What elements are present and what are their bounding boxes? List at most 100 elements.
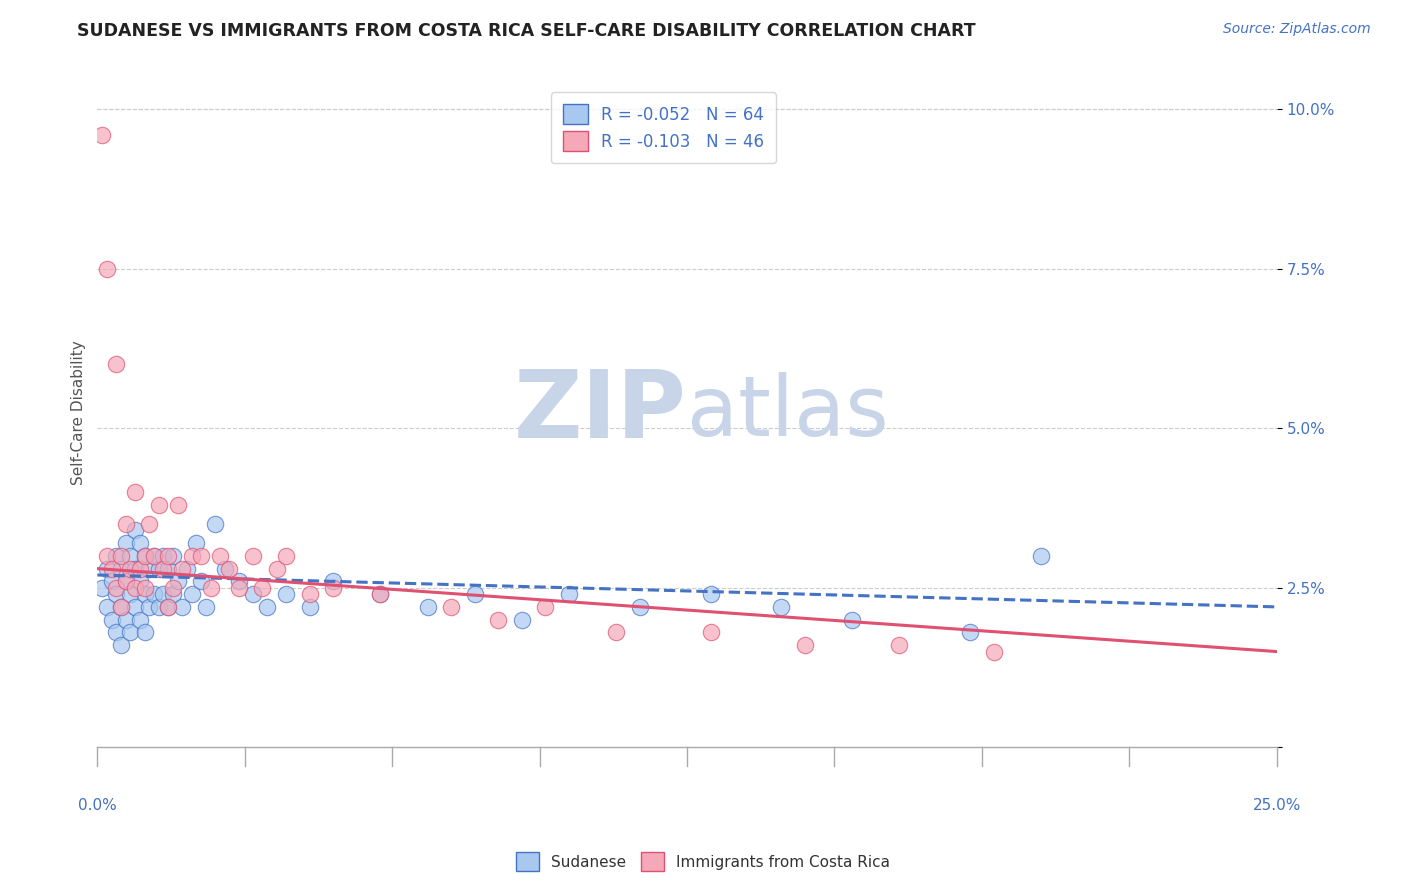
Point — [100, 613, 122, 627]
Point — [148, 498, 170, 512]
Point — [298, 599, 321, 614]
Point — [152, 561, 174, 575]
Point — [110, 638, 132, 652]
Point — [794, 638, 817, 652]
Point — [266, 561, 288, 575]
Point — [959, 625, 981, 640]
Point — [983, 644, 1005, 658]
Point — [114, 574, 136, 589]
Point — [176, 561, 198, 575]
Point — [534, 599, 557, 614]
Point — [124, 561, 146, 575]
Point — [464, 587, 486, 601]
Point — [134, 587, 156, 601]
Point — [1029, 549, 1052, 563]
Point — [148, 599, 170, 614]
Point — [228, 581, 250, 595]
Point — [157, 599, 180, 614]
Point — [143, 587, 166, 601]
Point — [114, 516, 136, 531]
Point — [699, 625, 721, 640]
Point — [134, 549, 156, 563]
Point — [162, 549, 184, 563]
Point — [124, 599, 146, 614]
Point — [157, 549, 180, 563]
Point — [162, 587, 184, 601]
Point — [208, 549, 231, 563]
Point — [100, 574, 122, 589]
Point — [124, 581, 146, 595]
Text: SUDANESE VS IMMIGRANTS FROM COSTA RICA SELF-CARE DISABILITY CORRELATION CHART: SUDANESE VS IMMIGRANTS FROM COSTA RICA S… — [77, 22, 976, 40]
Point — [510, 613, 533, 627]
Point — [128, 613, 150, 627]
Text: 25.0%: 25.0% — [1253, 798, 1301, 814]
Point — [166, 498, 188, 512]
Point — [274, 587, 297, 601]
Point — [96, 561, 118, 575]
Point — [242, 587, 264, 601]
Point — [110, 549, 132, 563]
Point — [128, 561, 150, 575]
Point — [134, 581, 156, 595]
Point — [218, 561, 240, 575]
Point — [558, 587, 581, 601]
Point — [699, 587, 721, 601]
Point — [440, 599, 463, 614]
Point — [105, 549, 128, 563]
Point — [96, 599, 118, 614]
Point — [228, 574, 250, 589]
Point — [91, 128, 114, 142]
Text: ZIP: ZIP — [515, 367, 688, 458]
Point — [190, 574, 212, 589]
Point — [128, 536, 150, 550]
Point — [298, 587, 321, 601]
Point — [114, 613, 136, 627]
Point — [138, 599, 160, 614]
Point — [605, 625, 627, 640]
Point — [105, 358, 128, 372]
Point — [180, 587, 202, 601]
Point — [120, 549, 142, 563]
Legend: R = -0.052   N = 64, R = -0.103   N = 46: R = -0.052 N = 64, R = -0.103 N = 46 — [551, 93, 776, 163]
Point — [124, 485, 146, 500]
Point — [166, 574, 188, 589]
Point — [105, 625, 128, 640]
Point — [322, 574, 344, 589]
Legend: Sudanese, Immigrants from Costa Rica: Sudanese, Immigrants from Costa Rica — [509, 847, 897, 877]
Point — [256, 599, 278, 614]
Point — [628, 599, 651, 614]
Point — [96, 261, 118, 276]
Text: 0.0%: 0.0% — [77, 798, 117, 814]
Point — [114, 536, 136, 550]
Point — [105, 587, 128, 601]
Point — [138, 561, 160, 575]
Point — [134, 549, 156, 563]
Point — [96, 549, 118, 563]
Point — [110, 599, 132, 614]
Point — [100, 561, 122, 575]
Point — [134, 625, 156, 640]
Point — [148, 561, 170, 575]
Point — [252, 581, 274, 595]
Point — [128, 574, 150, 589]
Point — [370, 587, 392, 601]
Point — [889, 638, 911, 652]
Point — [157, 599, 180, 614]
Point — [841, 613, 863, 627]
Point — [157, 561, 180, 575]
Point — [110, 599, 132, 614]
Point — [143, 549, 166, 563]
Point — [186, 536, 208, 550]
Y-axis label: Self-Care Disability: Self-Care Disability — [72, 340, 86, 484]
Point — [114, 574, 136, 589]
Point — [152, 587, 174, 601]
Point — [214, 561, 236, 575]
Point — [200, 581, 222, 595]
Point — [120, 587, 142, 601]
Point — [91, 581, 114, 595]
Point — [143, 549, 166, 563]
Point — [416, 599, 439, 614]
Point — [152, 549, 174, 563]
Point — [110, 561, 132, 575]
Text: Source: ZipAtlas.com: Source: ZipAtlas.com — [1223, 22, 1371, 37]
